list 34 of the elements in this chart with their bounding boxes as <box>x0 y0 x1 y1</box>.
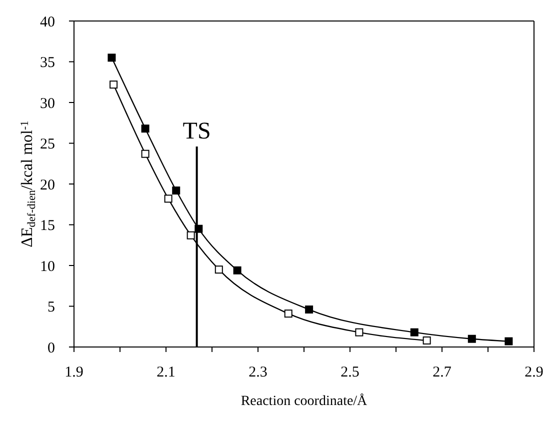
y-tick-label: 5 <box>48 300 55 316</box>
x-tick-label: 2.3 <box>248 364 268 381</box>
point <box>410 328 418 336</box>
annotation: TS <box>182 118 211 145</box>
y-tick-label: 40 <box>40 14 55 30</box>
x-tick-label: 2.5 <box>340 364 360 381</box>
point <box>214 266 223 274</box>
x-axis-title: Reaction coordinate/Å <box>240 393 368 409</box>
x-tick-label: 1.9 <box>64 364 84 381</box>
y-tick-label: 35 <box>40 55 55 72</box>
x-tick-label: 2.9 <box>524 364 544 381</box>
point <box>422 336 431 344</box>
point <box>164 194 172 203</box>
y-tick-label: 20 <box>40 177 55 194</box>
point <box>233 266 242 274</box>
y-tick-label: 30 <box>40 96 55 112</box>
point <box>284 310 292 318</box>
point <box>355 328 364 336</box>
point <box>141 150 150 158</box>
point <box>186 231 195 240</box>
point <box>305 306 314 314</box>
y-tick-label: 10 <box>40 258 55 275</box>
point <box>468 334 476 343</box>
y-tick-label: 0 <box>48 340 55 356</box>
point <box>504 337 513 346</box>
y-tick-label: 15 <box>40 218 55 234</box>
point <box>172 186 180 195</box>
point <box>141 124 150 133</box>
point <box>108 54 116 62</box>
point <box>110 80 118 89</box>
y-tick-label: 25 <box>40 136 55 153</box>
x-tick-label: 2.7 <box>432 364 452 381</box>
x-tick-label: 2.1 <box>156 364 176 381</box>
point <box>194 224 203 233</box>
